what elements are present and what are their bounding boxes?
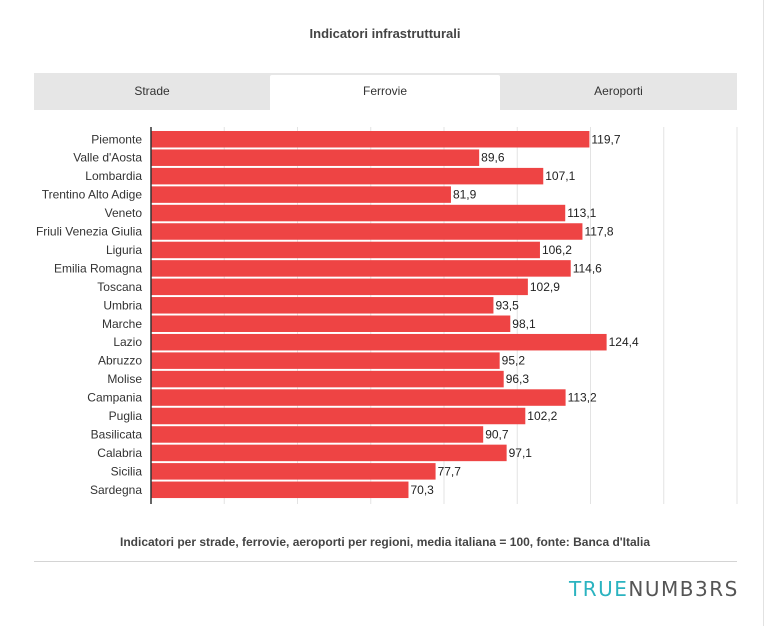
value-label: 107,1 <box>545 169 575 183</box>
right-border <box>763 0 764 626</box>
bar <box>151 463 436 480</box>
category-label: Lombardia <box>85 169 142 183</box>
value-label: 95,2 <box>502 354 526 368</box>
category-label: Abruzzo <box>98 354 142 368</box>
value-label: 124,4 <box>609 335 639 349</box>
bar <box>151 426 484 443</box>
bar <box>151 407 526 425</box>
category-label: Piemonte <box>91 132 142 146</box>
tab-strade[interactable]: Strade <box>134 84 170 98</box>
category-label: Sicilia <box>111 464 143 478</box>
bar <box>151 352 500 369</box>
category-label: Umbria <box>103 298 142 312</box>
bar <box>151 149 480 166</box>
category-label: Toscana <box>97 280 142 294</box>
bar <box>151 186 451 203</box>
category-label: Emilia Romagna <box>54 261 142 275</box>
bar <box>151 389 566 406</box>
truenumbers-logo: TRUENUMB3RS <box>569 577 739 601</box>
category-label: Lazio <box>113 335 142 349</box>
logo-part-true: TRUE <box>569 577 629 601</box>
bar <box>151 297 494 314</box>
value-label: 89,6 <box>481 151 505 165</box>
logo-part-numbers: NUMB3RS <box>628 577 739 601</box>
category-label: Molise <box>107 372 142 386</box>
value-label: 97,1 <box>509 446 533 460</box>
value-label: 119,7 <box>591 132 620 146</box>
chart-title: Indicatori infrastrutturali <box>309 26 461 41</box>
bar <box>151 167 544 185</box>
category-label: Sardegna <box>90 483 142 497</box>
category-label: Puglia <box>109 409 143 423</box>
category-label: Campania <box>87 391 142 405</box>
value-label: 70,3 <box>410 483 434 497</box>
divider <box>34 561 737 562</box>
value-label: 113,1 <box>567 206 596 220</box>
bar <box>151 204 566 222</box>
value-label: 81,9 <box>453 188 477 202</box>
category-label: Basilicata <box>91 427 143 441</box>
bar <box>151 241 540 259</box>
value-label: 77,7 <box>438 464 462 478</box>
value-label: 102,2 <box>527 409 557 423</box>
bar <box>151 223 583 240</box>
bar-chart: Piemonte 119,7 Valle d'Aosta 89,6 Lombardia 1… <box>36 127 738 504</box>
category-label: Marche <box>102 317 142 331</box>
value-label: 114,6 <box>573 261 602 275</box>
category-label: Veneto <box>105 206 143 220</box>
value-label: 102,9 <box>530 280 560 294</box>
bar <box>151 131 590 148</box>
bar <box>151 444 507 462</box>
value-label: 90,7 <box>485 427 509 441</box>
category-label: Calabria <box>97 446 142 460</box>
value-label: 98,1 <box>512 317 536 331</box>
value-label: 117,8 <box>584 225 613 239</box>
tab-ferrovie[interactable]: Ferrovie <box>270 75 500 110</box>
bar <box>151 333 607 351</box>
value-label: 96,3 <box>506 372 530 386</box>
bar <box>151 260 571 277</box>
category-label: Friuli Venezia Giulia <box>36 225 142 239</box>
chart-footnote: Indicatori per strade, ferrovie, aeropor… <box>119 535 650 549</box>
value-label: 93,5 <box>495 298 519 312</box>
bar <box>151 315 511 332</box>
category-label: Trentino Alto Adige <box>42 188 143 202</box>
category-label: Valle d'Aosta <box>73 151 142 165</box>
category-label: Liguria <box>106 243 142 257</box>
value-label: 113,2 <box>568 391 597 405</box>
bar <box>151 370 504 388</box>
bar <box>151 481 409 499</box>
tab-aeroporti[interactable]: Aeroporti <box>594 84 643 98</box>
value-label: 106,2 <box>542 243 572 257</box>
bar <box>151 278 528 296</box>
tab-bar: Strade Ferrovie Aeroporti <box>34 73 737 110</box>
